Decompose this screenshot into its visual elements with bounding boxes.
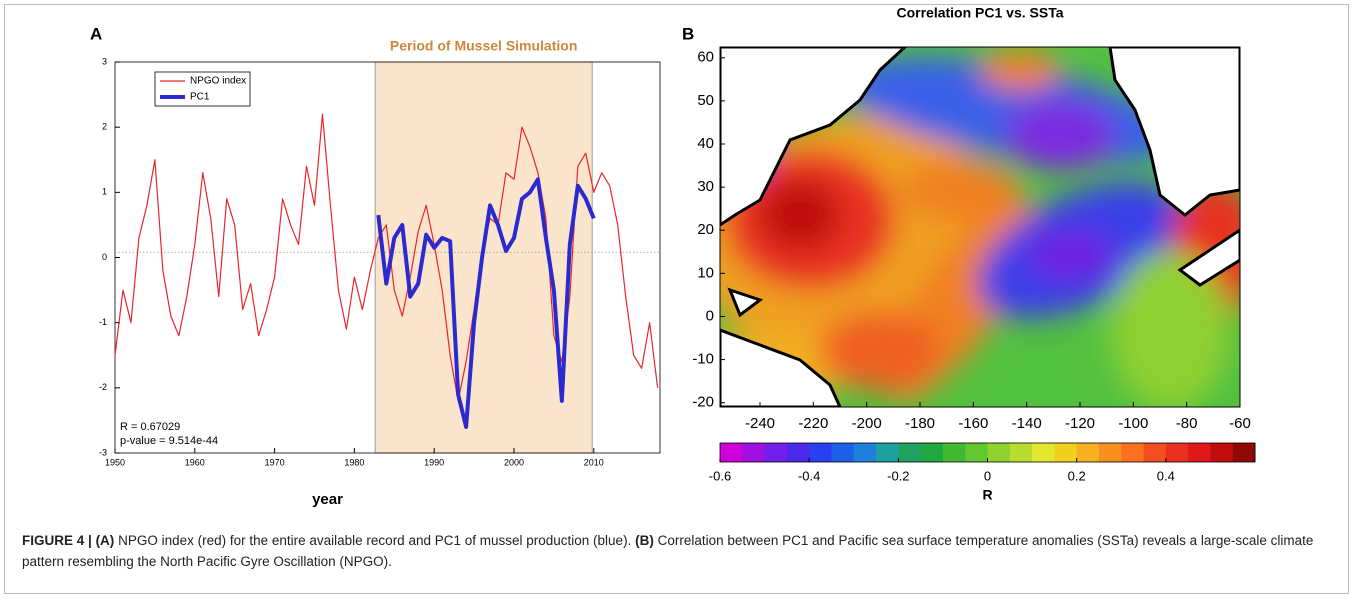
x-tick-label: -160 — [958, 415, 988, 432]
colorbar-tick-label: 0 — [984, 468, 991, 483]
x-tick-label: -140 — [1012, 415, 1042, 432]
x-axis-label: year — [312, 491, 343, 508]
caption-text: NPGO index (red) for the entire availabl… — [114, 533, 636, 548]
colorbar-segment — [1232, 443, 1256, 462]
caption-label: (B) — [635, 533, 654, 548]
colorbar-segment — [831, 443, 855, 462]
annotation: R = 0.67029 — [120, 421, 180, 433]
colorbar-segment — [853, 443, 877, 462]
y-tick-label: 0 — [706, 307, 714, 324]
colorbar-segment — [742, 443, 766, 462]
colorbar-segment — [876, 443, 899, 462]
colorbar-label: R — [982, 487, 992, 503]
colorbar-segment — [1054, 443, 1078, 462]
panel-label: B — [682, 24, 694, 43]
panel-a: A Period of Mussel Simulation 1950 1960 197… — [90, 24, 661, 508]
y-tick-label: 50 — [697, 92, 714, 109]
caption-text: Correlation between PC1 and Pacific sea … — [22, 533, 1314, 569]
y-tick-label: 1 — [102, 187, 107, 197]
x-tick-label: -80 — [1176, 415, 1198, 432]
x-tick-label: -220 — [798, 415, 828, 432]
x-tick-label: -120 — [1065, 415, 1095, 432]
series-line — [376, 177, 596, 429]
x-tick-label: 2010 — [584, 457, 604, 467]
y-tick-label: 40 — [697, 135, 714, 152]
y-tick-label: -2 — [99, 382, 107, 392]
x-tick-label: -60 — [1229, 415, 1251, 432]
y-tick-label: -10 — [692, 351, 714, 368]
y-tick-label: -1 — [99, 317, 107, 327]
colorbar-segment — [920, 443, 944, 462]
legend-box — [154, 71, 251, 107]
y-tick-label: -20 — [692, 394, 714, 411]
x-tick-label: -180 — [905, 415, 935, 432]
colorbar-segment — [1009, 443, 1033, 462]
map-frame — [719, 46, 1241, 408]
map-field — [720, 47, 1240, 407]
figure: A Period of Mussel Simulation 1950 1960 197… — [90, 5, 1256, 508]
x-tick-label: 1950 — [105, 457, 125, 467]
y-tick-label: 2 — [102, 122, 107, 132]
y-tick-label: 10 — [697, 264, 714, 281]
x-tick-label: 1980 — [344, 457, 364, 467]
colorbar-segment — [898, 443, 922, 462]
colorbar-segment — [1188, 443, 1211, 462]
colorbar-segment — [1076, 443, 1100, 462]
x-tick-label: -100 — [1118, 415, 1148, 432]
x-tick-label: 2000 — [504, 457, 524, 467]
caption-label: (A) — [95, 533, 115, 548]
colorbar-segment — [1210, 443, 1234, 462]
correlation-field — [720, 47, 1240, 407]
legend-label: NPGO index — [190, 76, 246, 87]
y-tick-label: 0 — [102, 252, 107, 262]
colorbar-tick-label: -0.6 — [709, 468, 731, 483]
colorbar-segment — [1165, 443, 1189, 462]
x-tick-label: 1990 — [424, 457, 444, 467]
colorbar-tick-label: -0.4 — [798, 468, 820, 483]
x-tick-label: -200 — [852, 415, 882, 432]
colorbar-segment — [720, 443, 743, 462]
caption: FIGURE 4 | (A) NPGO index (red) for the … — [22, 530, 1322, 572]
colorbar-segment — [1032, 443, 1055, 462]
colorbar-segment — [809, 443, 832, 462]
y-tick-label: 60 — [697, 49, 714, 66]
figure-label: FIGURE 4 | — [22, 533, 92, 548]
colorbar-tick-label: 0.4 — [1157, 468, 1175, 483]
frame — [4, 4, 1349, 594]
colorbar-segment — [786, 443, 810, 462]
shaded-label: Period of Mussel Simulation — [390, 38, 577, 54]
colorbar-segment — [764, 443, 788, 462]
annotation: p-value = 9.514e-44 — [120, 435, 218, 447]
colorbar-segment — [1098, 443, 1122, 462]
colorbar-segment — [1143, 443, 1167, 462]
colorbar-tick-label: -0.2 — [887, 468, 909, 483]
colorbar-segment — [987, 443, 1011, 462]
colorbar-tick-label: 0.2 — [1068, 468, 1086, 483]
land — [720, 47, 1240, 407]
map-title: Correlation PC1 vs. SSTa — [896, 5, 1063, 21]
y-tick-label: 20 — [697, 221, 714, 238]
legend-label: PC1 — [190, 92, 210, 103]
colorbar-segment — [942, 443, 966, 462]
y-tick-label: -3 — [99, 447, 107, 457]
panel-label: A — [90, 24, 102, 43]
x-tick-label: 1970 — [265, 457, 285, 467]
colorbar-segment — [1121, 443, 1145, 462]
y-tick-label: 3 — [102, 56, 107, 66]
y-tick-label: 30 — [697, 178, 714, 195]
x-tick-label: -240 — [745, 415, 775, 432]
panel-b: B Correlation PC1 vs. SSTa — [682, 5, 1256, 503]
x-tick-label: 1960 — [185, 457, 205, 467]
colorbar-segment — [965, 443, 988, 462]
